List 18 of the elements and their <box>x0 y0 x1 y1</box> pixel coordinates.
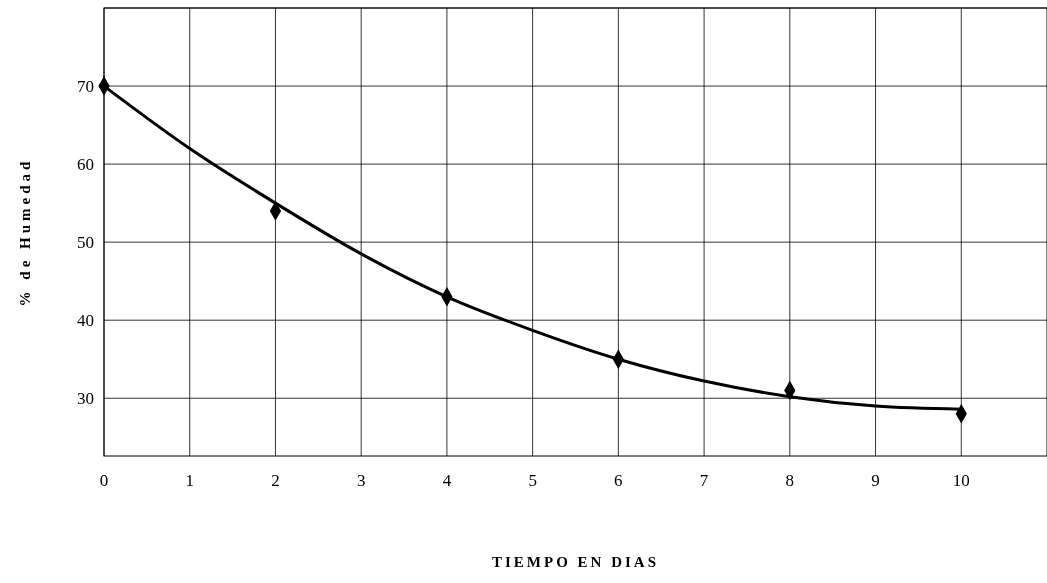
x-tick-label: 3 <box>356 471 366 490</box>
x-tick-label: 4 <box>442 471 452 490</box>
x-tick-label: 9 <box>871 471 880 490</box>
x-tick-label: 0 <box>99 471 109 490</box>
y-tick-label: 60 <box>77 155 94 175</box>
y-tick-label: 70 <box>77 77 94 96</box>
x-tick-label: 5 <box>528 471 537 490</box>
y-tick-label: 40 <box>77 311 94 331</box>
x-axis-title: TIEMPO EN DIAS <box>491 554 660 570</box>
y-tick-label: 50 <box>77 233 94 253</box>
x-tick-label: 6 <box>614 471 623 490</box>
x-tick-label: 10 <box>952 471 970 490</box>
x-tick-label: 1 <box>185 471 194 490</box>
y-axis-title: % de Humedad <box>17 157 33 307</box>
x-tick-label: 8 <box>785 471 795 490</box>
x-tick-label: 2 <box>271 471 280 490</box>
x-tick-label: 7 <box>699 471 709 490</box>
y-tick-label: 30 <box>77 389 94 409</box>
